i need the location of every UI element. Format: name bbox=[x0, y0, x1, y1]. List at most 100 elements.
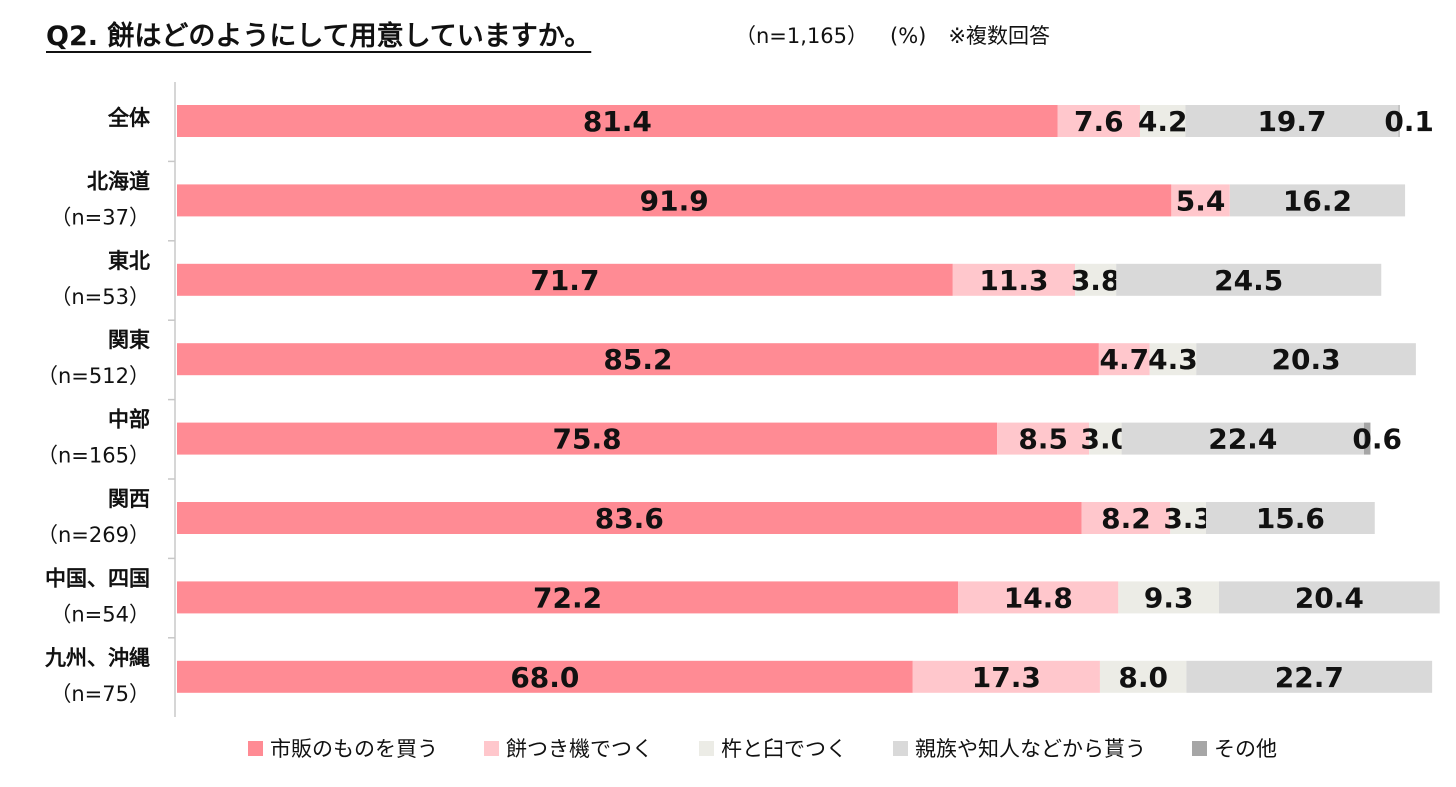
legend-swatch bbox=[1192, 740, 1207, 756]
data-label: 68.0 bbox=[510, 661, 579, 694]
legend-item-buy-commercial: 市販のものを買う bbox=[248, 733, 438, 763]
bar-segment bbox=[1229, 184, 1406, 217]
chart-title: Q2. 餅はどのようにして用意していますか。 bbox=[46, 21, 592, 52]
unit-label: (%) bbox=[890, 24, 927, 48]
category-sample-size: （n=75） bbox=[50, 682, 150, 706]
data-label: 72.2 bbox=[533, 581, 602, 614]
bar-segment bbox=[177, 660, 913, 693]
legend-item-mortar-pestle: 杵と臼でつく bbox=[699, 733, 847, 763]
legend-label: 餅つき機でつく bbox=[506, 737, 653, 761]
bar-segment bbox=[1398, 105, 1400, 137]
category-label: 北海道 bbox=[87, 169, 150, 193]
data-label: 8.0 bbox=[1118, 661, 1168, 694]
legend-swatch bbox=[893, 740, 908, 756]
data-label: 4.2 bbox=[1138, 105, 1188, 138]
bar-segment bbox=[177, 502, 1082, 534]
category-sample-size: （n=269） bbox=[37, 523, 150, 547]
bar-segment bbox=[1185, 105, 1399, 137]
data-label: 0.1 bbox=[1384, 105, 1434, 138]
bar-segment bbox=[1205, 502, 1375, 534]
category-label: 関西 bbox=[108, 487, 150, 511]
data-label: 75.8 bbox=[553, 423, 622, 456]
data-label: 22.4 bbox=[1208, 423, 1277, 456]
data-label: 8.2 bbox=[1101, 502, 1151, 535]
legend-swatch bbox=[248, 740, 263, 756]
category-label: 中部 bbox=[108, 408, 150, 432]
bar-segment bbox=[177, 263, 953, 296]
data-label: 4.3 bbox=[1148, 343, 1198, 376]
bar-segment bbox=[1121, 422, 1364, 455]
category-sample-size: （n=512） bbox=[37, 364, 150, 388]
category-label: 中国、四国 bbox=[45, 566, 150, 590]
data-label: 14.8 bbox=[1004, 581, 1073, 614]
bar-segment bbox=[177, 105, 1058, 137]
data-label: 24.5 bbox=[1214, 264, 1283, 297]
data-label: 9.3 bbox=[1144, 581, 1194, 614]
legend-label: 親族や知人などから貰う bbox=[915, 737, 1146, 761]
bar-segment bbox=[177, 581, 959, 614]
category-sample-size: （n=54） bbox=[50, 602, 150, 626]
bar-segment bbox=[952, 263, 1076, 296]
legend-label: 杵と臼でつく bbox=[721, 737, 847, 761]
bar-segment bbox=[1139, 105, 1186, 137]
data-label: 83.6 bbox=[595, 502, 664, 535]
data-label: 5.4 bbox=[1176, 184, 1226, 217]
bar-segment bbox=[1196, 343, 1416, 376]
category-label: 東北 bbox=[108, 249, 150, 273]
bar-segment bbox=[1089, 422, 1122, 455]
legend-label: 市販のものを買う bbox=[270, 737, 438, 761]
legend-swatch bbox=[484, 740, 499, 756]
sample-size: （n=1,165） bbox=[735, 24, 869, 48]
bar-segment bbox=[1363, 422, 1371, 455]
data-label: 15.6 bbox=[1256, 502, 1325, 535]
data-label: 81.4 bbox=[583, 105, 652, 138]
data-label: 19.7 bbox=[1257, 105, 1326, 138]
bar-segment bbox=[1170, 502, 1206, 534]
legend-label: その他 bbox=[1214, 737, 1277, 761]
category-label: 全体 bbox=[107, 106, 151, 130]
bar-segment bbox=[997, 422, 1090, 455]
data-label: 11.3 bbox=[979, 264, 1048, 297]
legend: 市販のものを買う 餅つき機でつく 杵と臼でつく 親族や知人などから貰う その他 bbox=[248, 733, 1323, 763]
bar-segment bbox=[1171, 184, 1230, 217]
bar-segment bbox=[1116, 263, 1382, 296]
bar-segment bbox=[177, 184, 1172, 217]
multiple-answer-note: ※複数回答 bbox=[948, 24, 1050, 48]
data-label: 3.8 bbox=[1071, 264, 1121, 297]
category-sample-size: （n=53） bbox=[50, 285, 150, 309]
data-label: 20.4 bbox=[1295, 581, 1364, 614]
bar-segment bbox=[1081, 502, 1171, 534]
bar-segment bbox=[1118, 581, 1219, 614]
bar-segment bbox=[958, 581, 1119, 614]
bar-segment bbox=[1098, 343, 1150, 376]
data-label: 0.6 bbox=[1352, 423, 1402, 456]
data-label: 3.3 bbox=[1163, 502, 1213, 535]
bar-segment bbox=[1099, 660, 1187, 693]
bar-segment bbox=[1149, 343, 1197, 376]
legend-item-other: その他 bbox=[1192, 733, 1277, 763]
data-label: 85.2 bbox=[603, 343, 672, 376]
bar-segment bbox=[912, 660, 1100, 693]
chart-subtitle: （n=1,165） (%) ※複数回答 bbox=[735, 20, 1072, 50]
data-label: 20.3 bbox=[1272, 343, 1341, 376]
bar-segment bbox=[1186, 660, 1433, 693]
bar-segment bbox=[177, 422, 998, 455]
data-label: 7.6 bbox=[1074, 105, 1124, 138]
bar-segment bbox=[1057, 105, 1140, 137]
data-label: 17.3 bbox=[972, 661, 1041, 694]
bar-segment bbox=[1218, 581, 1440, 614]
bar-segment bbox=[1075, 263, 1117, 296]
legend-item-mochi-machine: 餅つき機でつく bbox=[484, 733, 653, 763]
data-label: 16.2 bbox=[1283, 184, 1352, 217]
category-sample-size: （n=165） bbox=[37, 444, 150, 468]
data-label: 91.9 bbox=[640, 184, 709, 217]
bar-segment bbox=[177, 343, 1099, 376]
data-label: 4.7 bbox=[1099, 343, 1149, 376]
category-label: 関東 bbox=[108, 328, 150, 352]
category-label: 九州、沖縄 bbox=[44, 646, 150, 670]
legend-swatch bbox=[699, 740, 714, 756]
data-label: 22.7 bbox=[1275, 661, 1344, 694]
category-sample-size: （n=37） bbox=[50, 205, 150, 229]
legend-item-from-relatives: 親族や知人などから貰う bbox=[893, 733, 1146, 763]
